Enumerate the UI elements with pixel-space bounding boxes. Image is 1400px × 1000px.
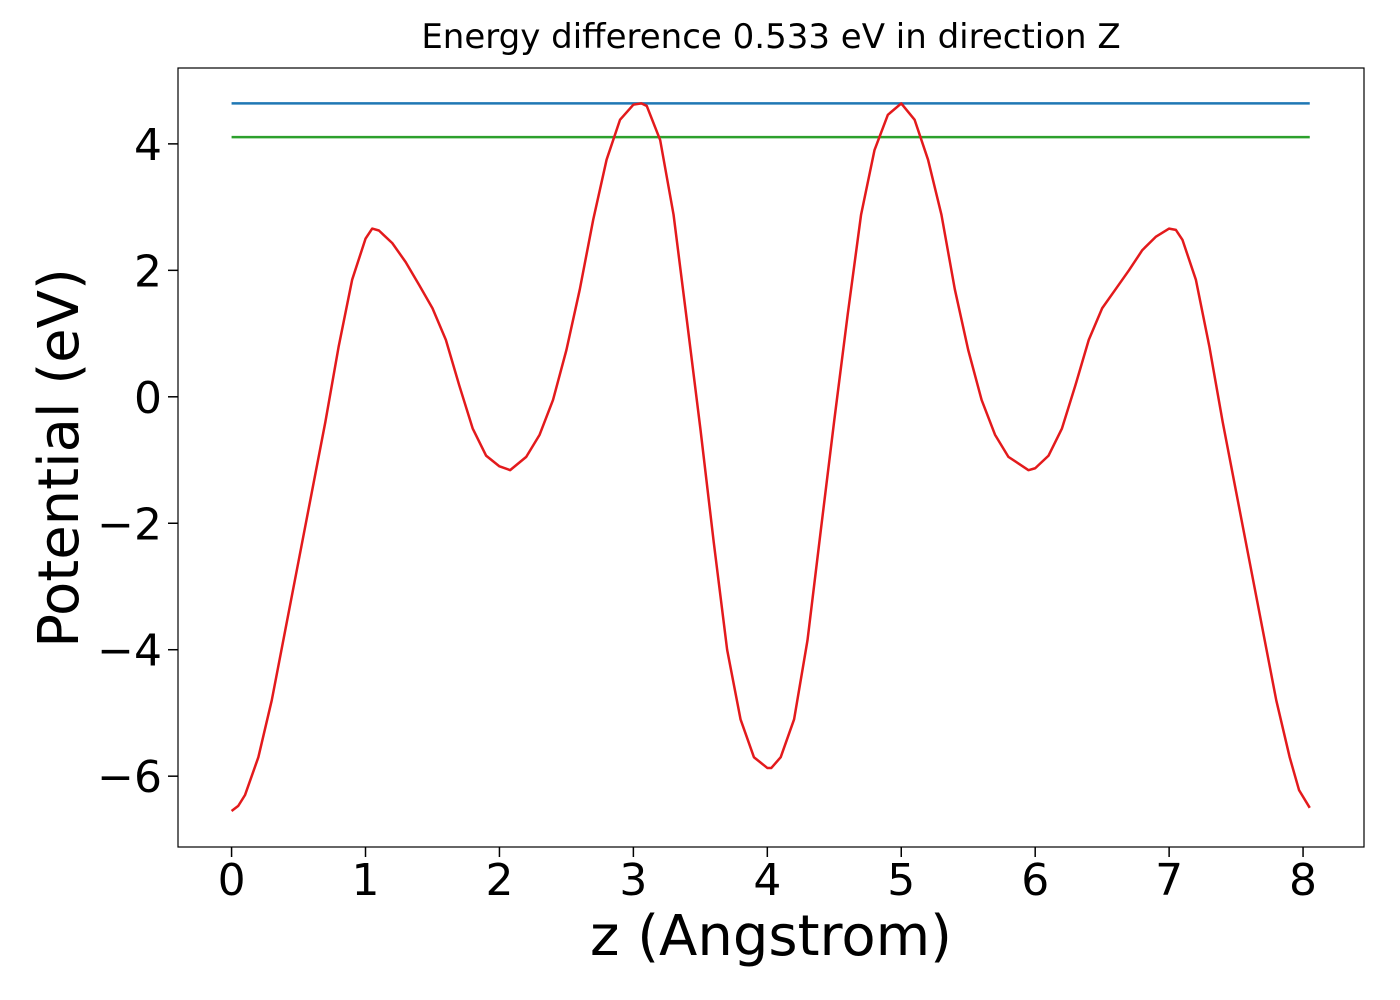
x-tick-label: 6 <box>1021 855 1049 906</box>
x-tick-label: 4 <box>753 855 781 906</box>
x-tick-label: 8 <box>1289 855 1317 906</box>
plot-frame <box>177 67 1365 848</box>
y-tick-label: 4 <box>134 120 162 171</box>
y-tick-label: −2 <box>97 499 162 550</box>
x-tick-label: 7 <box>1155 855 1183 906</box>
x-tick-label: 3 <box>619 855 647 906</box>
x-tick-label: 0 <box>218 855 246 906</box>
y-tick-label: 0 <box>134 373 162 424</box>
chart-title: Energy difference 0.533 eV in direction … <box>421 17 1120 57</box>
x-tick-label: 1 <box>352 855 380 906</box>
y-tick-label: 2 <box>134 246 162 297</box>
x-tick-label: 5 <box>887 855 915 906</box>
line <box>230 102 1311 812</box>
x-axis-label: z (Angstrom) <box>590 904 952 969</box>
y-tick-label: −6 <box>97 752 162 803</box>
y-tick-label: −4 <box>97 626 162 677</box>
y-axis-label: Potential (eV) <box>27 268 92 648</box>
x-tick-label: 2 <box>485 855 513 906</box>
